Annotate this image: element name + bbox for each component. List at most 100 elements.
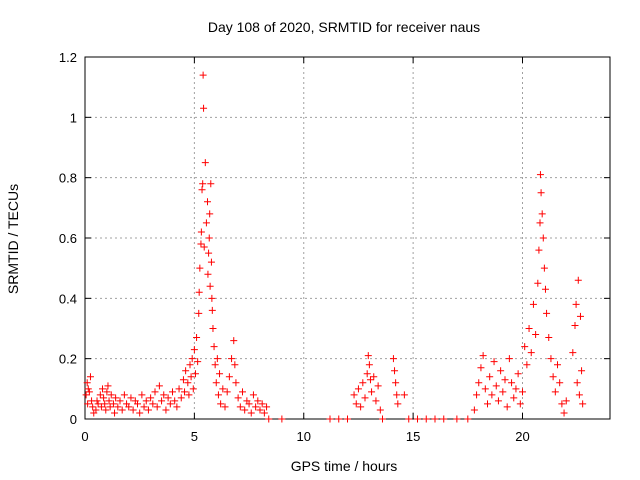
data-point <box>470 406 478 414</box>
data-point <box>258 400 266 408</box>
data-point <box>204 270 212 278</box>
data-point <box>541 285 549 293</box>
data-point <box>479 352 487 360</box>
data-point <box>217 400 225 408</box>
data-point <box>101 400 109 408</box>
data-point <box>197 228 205 236</box>
data-point <box>574 276 582 284</box>
data-point <box>96 391 104 399</box>
data-point <box>199 180 207 188</box>
data-point <box>171 397 179 405</box>
data-point <box>206 210 214 218</box>
data-point <box>536 219 544 227</box>
data-point <box>142 397 150 405</box>
data-point <box>245 400 253 408</box>
data-point <box>84 400 92 408</box>
data-point <box>481 385 489 393</box>
data-point <box>89 403 97 411</box>
y-tick-label: 0.8 <box>59 171 77 186</box>
data-point <box>492 382 500 390</box>
data-point <box>149 400 157 408</box>
data-point <box>405 415 413 423</box>
data-point <box>207 180 215 188</box>
data-point <box>365 361 373 369</box>
data-point <box>105 397 113 405</box>
data-point <box>241 406 249 414</box>
data-point <box>359 379 367 387</box>
points-layer <box>82 71 587 423</box>
data-point <box>151 388 159 396</box>
data-point <box>201 159 209 167</box>
data-point <box>109 400 117 408</box>
data-point <box>116 397 124 405</box>
data-point <box>140 403 148 411</box>
data-point <box>547 355 555 363</box>
data-point <box>184 379 192 387</box>
x-tick-label: 5 <box>191 429 198 444</box>
data-point <box>221 403 229 411</box>
x-tick-label: 0 <box>81 429 88 444</box>
data-point <box>512 385 520 393</box>
x-axis-title: GPS time / hours <box>291 458 398 474</box>
y-tick-label: 0.2 <box>59 352 77 367</box>
data-point <box>368 388 376 396</box>
data-point <box>265 415 273 423</box>
data-point <box>177 394 185 402</box>
data-point <box>92 406 100 414</box>
data-point <box>193 334 201 342</box>
data-point <box>354 385 362 393</box>
data-point <box>236 403 244 411</box>
data-point <box>389 355 397 363</box>
data-point <box>186 361 194 369</box>
data-point <box>103 388 111 396</box>
data-point <box>576 312 584 320</box>
data-point <box>263 403 271 411</box>
data-point <box>539 234 547 242</box>
data-point <box>234 394 242 402</box>
data-point <box>527 349 535 357</box>
data-point <box>477 364 485 372</box>
data-point <box>254 397 262 405</box>
data-point <box>363 370 371 378</box>
data-point <box>335 415 343 423</box>
data-point <box>571 321 579 329</box>
data-point <box>372 397 380 405</box>
data-point <box>352 400 360 408</box>
data-point <box>239 388 246 396</box>
data-point <box>538 210 546 218</box>
data-point <box>216 370 224 378</box>
data-point <box>198 186 206 194</box>
y-axis-title: SRMTID / TECUs <box>5 184 21 294</box>
data-point <box>82 391 90 399</box>
data-point <box>260 409 268 417</box>
data-point <box>219 385 227 393</box>
data-point <box>510 394 518 402</box>
x-tick-label: 20 <box>515 429 529 444</box>
data-point <box>569 349 577 357</box>
data-point <box>431 415 439 423</box>
data-point <box>357 403 365 411</box>
data-point <box>573 379 581 387</box>
data-point <box>179 376 187 384</box>
data-point <box>102 406 110 414</box>
data-point <box>422 415 430 423</box>
x-tick-label: 10 <box>297 429 311 444</box>
data-point <box>484 400 491 408</box>
data-point <box>537 189 545 197</box>
data-point <box>556 379 564 387</box>
data-point <box>488 391 496 399</box>
data-point <box>164 394 172 402</box>
data-point <box>147 394 155 402</box>
data-point <box>210 343 218 351</box>
data-point <box>93 397 101 405</box>
data-point <box>190 346 198 354</box>
data-point <box>85 388 93 396</box>
data-point <box>440 415 448 423</box>
data-point <box>83 379 91 387</box>
data-point <box>212 379 220 387</box>
data-point <box>185 391 193 399</box>
data-point <box>99 385 106 393</box>
data-point <box>252 403 260 411</box>
data-point <box>464 415 472 423</box>
data-point <box>230 337 238 345</box>
